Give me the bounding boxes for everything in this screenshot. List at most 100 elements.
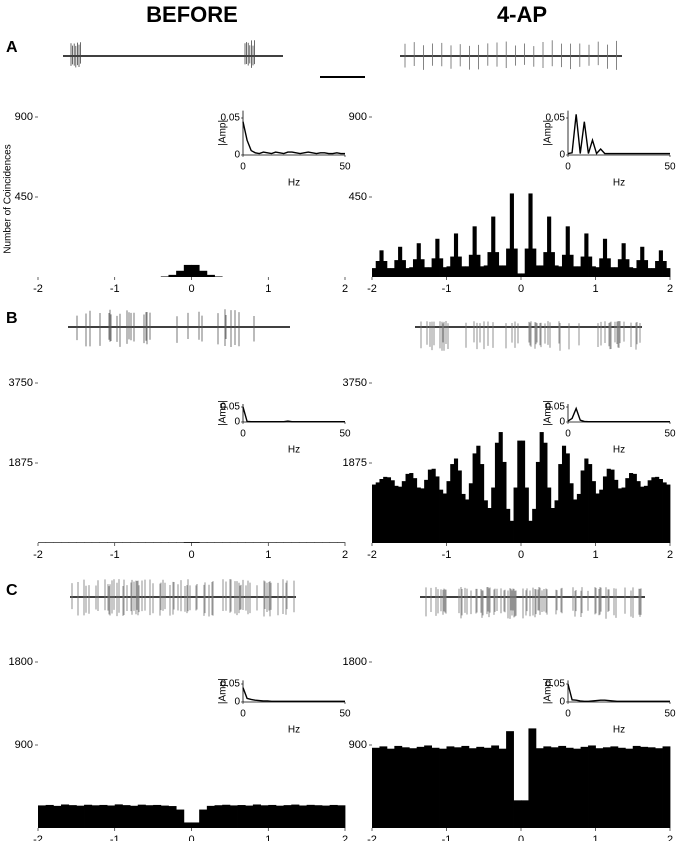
bar (130, 542, 139, 543)
y-tick-label: 0.05 (221, 679, 241, 690)
bar (457, 470, 462, 543)
panel-label: A (6, 39, 18, 56)
panel-label: B (6, 310, 18, 327)
bar (446, 746, 455, 828)
bar (431, 468, 436, 543)
bar (528, 728, 537, 828)
x-tick-label: 50 (339, 709, 351, 720)
y-tick-label: 0 (234, 697, 240, 708)
bar (153, 542, 162, 543)
bar (513, 487, 518, 543)
bar (45, 542, 54, 543)
x-tick-label: -1 (110, 549, 120, 561)
bar (199, 809, 208, 828)
bar (584, 233, 589, 277)
bar (372, 747, 380, 828)
bar (130, 805, 139, 828)
bar (506, 248, 511, 277)
bar (394, 260, 399, 277)
bar (405, 473, 410, 543)
bar (658, 250, 663, 277)
bar (183, 264, 192, 277)
bar (321, 542, 331, 543)
bar (68, 542, 77, 543)
bar (160, 276, 169, 277)
bar (260, 805, 269, 828)
bar (595, 267, 600, 277)
bar (416, 243, 421, 277)
bar (632, 268, 637, 277)
bar (494, 252, 500, 277)
bar (502, 265, 507, 277)
bar (524, 487, 529, 543)
bar (76, 805, 85, 828)
bar (183, 822, 192, 828)
spectrum-line (242, 121, 345, 155)
x-tick-label: 2 (667, 283, 673, 295)
bar (521, 440, 526, 543)
bar (137, 804, 146, 828)
bar (614, 479, 619, 543)
x-tick-label: 2 (667, 834, 673, 841)
bar (53, 542, 62, 543)
bar (424, 479, 429, 543)
bar (145, 542, 154, 543)
bar (647, 268, 652, 277)
bar (453, 458, 459, 543)
y-tick-label: 0 (234, 150, 240, 161)
bar (298, 542, 308, 543)
x-axis-label: Hz (288, 725, 300, 736)
bar (472, 453, 477, 543)
bar (199, 542, 208, 543)
x-tick-label: 0 (240, 162, 246, 173)
bar (427, 267, 432, 277)
bar (610, 746, 619, 828)
bar (532, 508, 537, 543)
bar (168, 806, 177, 828)
bar (337, 805, 346, 828)
bar (268, 542, 277, 543)
bar (214, 276, 223, 277)
x-tick-label: -2 (33, 283, 43, 295)
bar (375, 482, 380, 543)
bar (558, 745, 567, 828)
y-tick-label: 3750 (343, 377, 367, 389)
bar (176, 542, 185, 543)
bar (329, 542, 338, 543)
y-tick-label: 0 (559, 417, 565, 428)
bar (517, 273, 522, 277)
bar (498, 265, 503, 277)
y-tick-label: 1800 (343, 656, 367, 668)
y-tick-label: 450 (349, 191, 367, 203)
bar (394, 745, 403, 828)
bar (565, 747, 574, 828)
y-tick-label: 900 (15, 111, 33, 123)
bar (591, 266, 596, 277)
bar (457, 256, 462, 277)
bar (91, 542, 100, 543)
x-axis-label: Hz (288, 445, 300, 456)
bar (68, 805, 77, 828)
bar (168, 274, 177, 277)
bar (416, 746, 425, 828)
bar (435, 238, 440, 277)
x-tick-label: 0 (565, 162, 571, 173)
x-tick-label: 0 (518, 834, 524, 841)
bar (491, 487, 496, 543)
bar (584, 458, 589, 543)
bar (550, 252, 555, 277)
bar (468, 254, 473, 277)
bar (483, 747, 492, 828)
x-axis-label: Hz (613, 178, 625, 189)
x-tick-label: 0 (188, 283, 194, 295)
bar (160, 542, 169, 543)
bar (662, 746, 671, 828)
bar (275, 542, 284, 543)
bar (614, 267, 619, 277)
x-tick-label: 50 (664, 709, 676, 720)
spectrum-line (567, 406, 670, 423)
bar (453, 747, 462, 828)
bar (513, 248, 518, 277)
bar (561, 254, 567, 277)
bar (38, 542, 47, 543)
